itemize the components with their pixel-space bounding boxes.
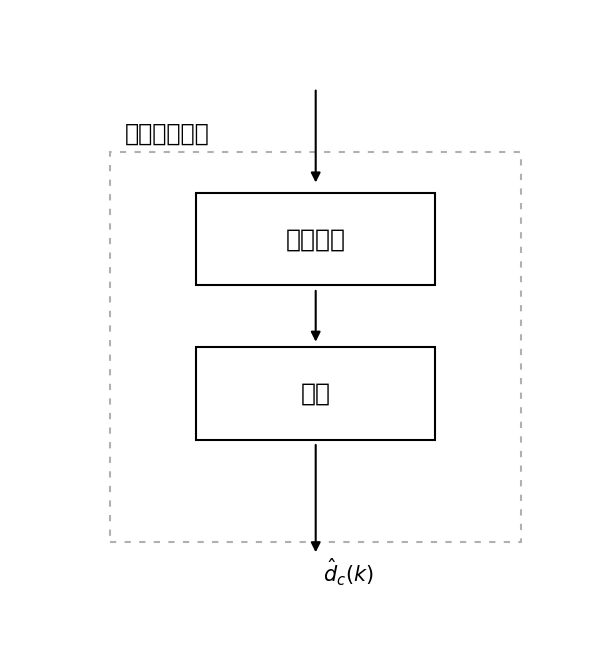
Text: 匹配滤波: 匹配滤波 (286, 227, 346, 251)
Text: $\hat{d}_c(k)$: $\hat{d}_c(k)$ (323, 556, 373, 588)
Text: 基带接收单元: 基带接收单元 (125, 122, 209, 146)
Bar (110, 152, 521, 542)
Bar (197, 347, 435, 440)
Bar (197, 193, 435, 285)
Text: 解调: 解调 (301, 382, 331, 406)
